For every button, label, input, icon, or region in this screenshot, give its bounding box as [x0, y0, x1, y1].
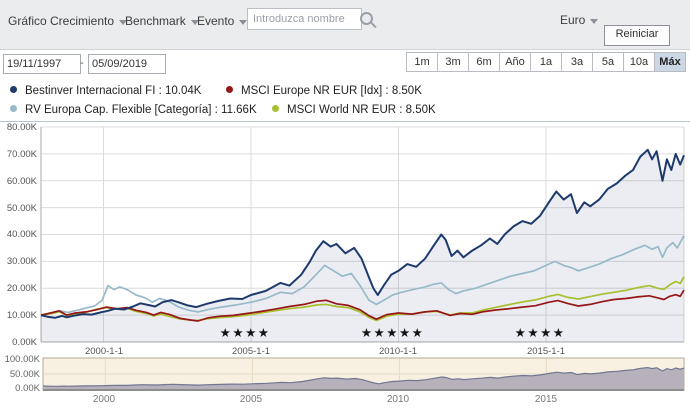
x-axis-tick: 2015-1-1 — [526, 346, 566, 357]
period-button-1m[interactable]: 1m — [406, 52, 438, 72]
navigator-y-tick: 100.00K — [4, 354, 40, 365]
chevron-down-icon — [190, 20, 199, 25]
legend-item-msci-europe[interactable]: MSCI Europe NR EUR [Idx] : 8.50K — [226, 85, 422, 97]
period-button-3m[interactable]: 3m — [437, 52, 469, 72]
navigator-y-tick: 50.00K — [9, 369, 40, 380]
series-dot-icon — [226, 86, 233, 93]
currency-dropdown[interactable]: Euro — [560, 13, 599, 27]
period-button-6m[interactable]: 6m — [468, 52, 500, 72]
menu-grafico-crecimiento[interactable]: Gráfico Crecimiento — [8, 14, 128, 28]
navigator-x-tick: 2010 — [386, 394, 410, 405]
x-axis-tick: 2000-1-1 — [84, 346, 124, 357]
legend-label: Bestinver Internacional FI : 10.04K — [25, 85, 202, 97]
toolbar: Gráfico Crecimiento Benchmark Evento Eur… — [0, 0, 690, 50]
menu-label: Benchmark — [125, 14, 186, 28]
start-date-input[interactable] — [3, 54, 81, 74]
legend-label: MSCI Europe NR EUR [Idx] : 8.50K — [241, 85, 422, 97]
series-dot-icon — [10, 86, 17, 93]
currency-label: Euro — [560, 13, 586, 27]
menu-evento[interactable]: Evento — [197, 14, 248, 28]
end-date-input[interactable] — [88, 54, 166, 74]
legend-label: RV Europa Cap. Flexible [Categoría] : 11… — [25, 104, 257, 116]
chevron-down-icon — [119, 20, 128, 25]
period-button-3a[interactable]: 3a — [561, 52, 593, 72]
y-axis-tick: 0.00K — [12, 337, 37, 348]
y-axis-tick: 80.00K — [6, 122, 37, 133]
period-button-group: 1m 3m 6m Año 1a 3a 5a 10a Máx — [406, 52, 686, 72]
legend-item-bestinver[interactable]: Bestinver Internacional FI : 10.04K — [10, 85, 201, 97]
svg-text:★★★★: ★★★★ — [220, 325, 271, 340]
menu-benchmark[interactable]: Benchmark — [125, 14, 199, 28]
y-axis-tick: 30.00K — [6, 256, 37, 267]
navigator-x-tick: 2000 — [92, 394, 116, 405]
date-separator: - — [80, 57, 84, 69]
navigator-x-tick: 2005 — [239, 394, 263, 405]
navigator-y-tick: 0.00K — [15, 383, 40, 394]
legend-label: MSCI World NR EUR : 8.50K — [287, 104, 436, 116]
search-input[interactable] — [247, 8, 362, 30]
x-axis-tick: 2005-1-1 — [231, 346, 271, 357]
y-axis-tick: 60.00K — [6, 176, 37, 187]
y-axis-tick: 20.00K — [6, 283, 37, 294]
period-button-max[interactable]: Máx — [654, 52, 686, 72]
legend-item-msci-world[interactable]: MSCI World NR EUR : 8.50K — [272, 104, 436, 116]
period-button-10a[interactable]: 10a — [623, 52, 655, 72]
legend-item-categoria[interactable]: RV Europa Cap. Flexible [Categoría] : 11… — [10, 104, 257, 116]
navigator-x-tick: 2015 — [534, 394, 558, 405]
series-dot-icon — [10, 105, 17, 112]
reset-button[interactable]: Reiniciar — [604, 25, 670, 46]
chevron-down-icon — [590, 19, 599, 24]
x-axis-tick: 2010-1-1 — [378, 346, 418, 357]
divider — [0, 121, 690, 122]
search-icon[interactable] — [360, 12, 373, 25]
y-axis-tick: 10.00K — [6, 310, 37, 321]
chevron-down-icon — [239, 20, 248, 25]
menu-label: Evento — [197, 14, 235, 28]
svg-text:★★★★: ★★★★ — [515, 325, 566, 340]
menu-label: Gráfico Crecimiento — [8, 14, 115, 28]
svg-text:★★★★★: ★★★★★ — [361, 325, 425, 340]
y-axis-tick: 70.00K — [6, 149, 37, 160]
period-button-1a[interactable]: 1a — [530, 52, 562, 72]
series-dot-icon — [272, 105, 279, 112]
y-axis-tick: 50.00K — [6, 203, 37, 214]
period-button-ano[interactable]: Año — [499, 52, 531, 72]
y-axis-tick: 40.00K — [6, 229, 37, 240]
